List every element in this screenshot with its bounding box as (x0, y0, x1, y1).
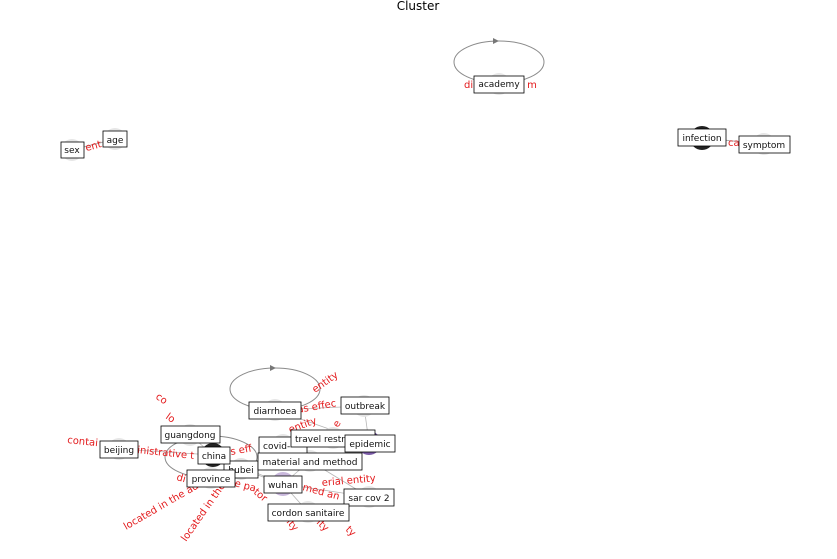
edge-label-sex-age: ent (84, 139, 103, 154)
node-label-infection: infection (682, 134, 721, 144)
edge-label: co (153, 391, 169, 407)
node-label-cordon: cordon sanitaire (272, 509, 345, 519)
edge-label: as effec (297, 398, 338, 416)
sex-age-cluster: ent sex age (60, 128, 128, 161)
edge-label: erial entity (321, 473, 376, 489)
node-label-guangdong: guangdong (165, 431, 216, 441)
edge-label: e (331, 419, 344, 430)
arrowhead (270, 365, 276, 371)
arrowhead (493, 38, 499, 44)
node-label-epidemic: epidemic (349, 440, 390, 450)
node-label-wuhan: wuhan (268, 481, 298, 491)
node-label-travel: travel restr (295, 435, 345, 445)
node-label-diarrhoea: diarrhoea (253, 407, 296, 417)
node-label-material: material and method (263, 458, 358, 468)
edge-label: ty (343, 524, 358, 539)
node-label-covid: covid- (263, 442, 290, 452)
node-label-outbreak: outbreak (345, 402, 386, 412)
chart-title: Cluster (397, 0, 440, 13)
edge-label: entity (310, 370, 340, 396)
edge-label: lo (163, 411, 177, 425)
edge-label-infection-symptom: ca (728, 138, 740, 149)
edge-label: contai (67, 435, 99, 449)
node-label-province: province (192, 475, 231, 485)
node-label-hubei: hubei (228, 466, 253, 476)
edge-label: s eff (230, 443, 254, 458)
academy-cluster: di m academy (453, 38, 545, 95)
infection-symptom-cluster: ca infection symptom (677, 126, 791, 155)
node-label-beijing: beijing (104, 446, 134, 456)
edge-label: e pa (233, 478, 257, 494)
node-label-sex: sex (64, 146, 80, 156)
node-label-sarcov: sar cov 2 (348, 494, 389, 504)
node-label-china: china (202, 452, 226, 462)
edge-label: di (175, 472, 187, 485)
node-label-age: age (107, 136, 124, 146)
node-label-symptom: symptom (743, 141, 785, 151)
covid-cluster: entity as effec co lo contai inistrative… (67, 365, 396, 544)
node-label-academy: academy (478, 80, 520, 90)
